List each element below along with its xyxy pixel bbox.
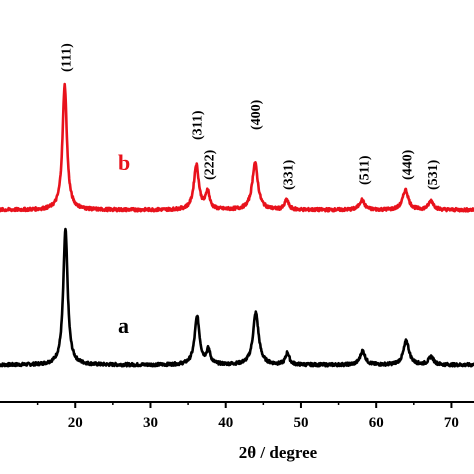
peak-annotations: (111) (311) (222) (400) (331) (511) (440) (531)	[59, 43, 440, 190]
x-tick-label: 50	[293, 415, 308, 431]
x-tick-label: 40	[218, 415, 233, 431]
peak-annotation: (311)	[190, 110, 205, 140]
x-axis-ticks: 20 30 40 50 60 70	[36, 402, 459, 431]
x-tick-label: 20	[68, 415, 83, 431]
series-group: ab	[0, 82, 474, 368]
peak-annotation: (531)	[426, 159, 441, 190]
x-axis-title: 2θ / degree	[239, 443, 318, 462]
peak-annotation: (400)	[249, 99, 264, 130]
plot-area: 20 30 40 50 60 70 ab (111)(311)(222)(400)(331…	[0, 43, 474, 431]
peak-annotation: (331)	[281, 159, 296, 190]
x-tick-label: 70	[444, 415, 459, 431]
series-a-line	[0, 227, 474, 368]
peak-annotation: (111)	[59, 43, 74, 72]
x-tick-label: 30	[143, 415, 158, 431]
peak-annotation: (511)	[357, 155, 372, 185]
peak-annotation: (440)	[400, 149, 415, 180]
series-b-label: b	[118, 150, 130, 175]
peak-annotation: (222)	[202, 149, 217, 180]
x-tick-label: 60	[369, 415, 384, 431]
series-a-label: a	[118, 313, 129, 338]
series-b-line	[0, 82, 474, 213]
